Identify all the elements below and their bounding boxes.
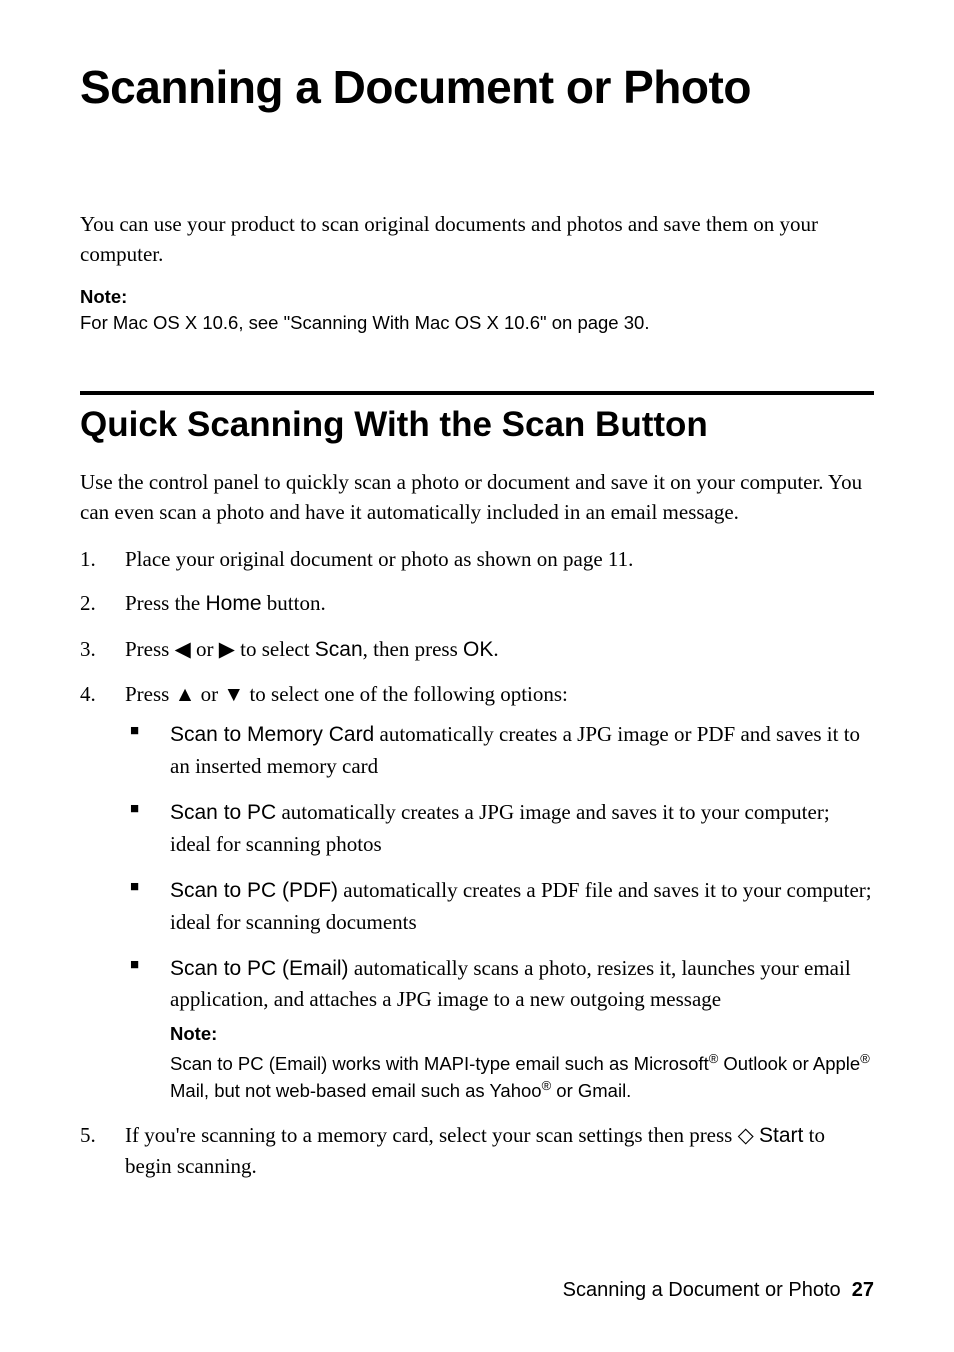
step-3: Press ◀ or ▶ to select Scan, then press … (80, 634, 874, 665)
right-arrow-icon: ▶ (219, 637, 235, 661)
step-1-text: Place your original document or photo as… (125, 547, 633, 571)
steps-list: Place your original document or photo as… (80, 544, 874, 1182)
step-5-a: If you're scanning to a memory card, sel… (125, 1123, 738, 1147)
step-3-c: to select (235, 637, 315, 661)
section-rule (80, 391, 874, 395)
option-scan-to-pc: Scan to PC automatically creates a JPG i… (125, 797, 874, 859)
reg-3: ® (542, 1078, 552, 1093)
step-4-b: or (195, 682, 223, 706)
note2-t3: Mail, but not web-based email such as Ya… (170, 1080, 542, 1101)
left-arrow-icon: ◀ (175, 637, 191, 661)
note-text: For Mac OS X 10.6, see "Scanning With Ma… (80, 310, 874, 336)
document-page: Scanning a Document or Photo You can use… (0, 0, 954, 1236)
home-button-label: Home (206, 592, 262, 615)
note2-t4: or Gmail. (551, 1080, 631, 1101)
option-1-name: Scan to Memory Card (170, 723, 374, 746)
page-title: Scanning a Document or Photo (80, 60, 874, 114)
option-memory-card: Scan to Memory Card automatically create… (125, 719, 874, 781)
option-scan-to-pc-pdf: Scan to PC (PDF) automatically creates a… (125, 875, 874, 937)
step-4: Press ▲ or ▼ to select one of the follow… (80, 679, 874, 1104)
section-title: Quick Scanning With the Scan Button (80, 405, 874, 445)
option-3-name: Scan to PC (PDF) (170, 879, 338, 902)
page-number: 27 (852, 1279, 874, 1301)
option-4-name: Scan to PC (Email) (170, 957, 349, 980)
note2-t2: Outlook or Apple (718, 1053, 860, 1074)
step-3-e: . (493, 637, 498, 661)
step-5: If you're scanning to a memory card, sel… (80, 1120, 874, 1182)
nested-note-text: Scan to PC (Email) works with MAPI-type … (170, 1050, 874, 1104)
step-2-a: Press the (125, 591, 206, 615)
nested-note-label: Note: (170, 1021, 874, 1048)
step-3-b: or (191, 637, 219, 661)
diamond-icon: ◇ (738, 1124, 754, 1147)
step-4-c: to select one of the following options: (244, 682, 568, 706)
step-3-a: Press (125, 637, 175, 661)
option-2-name: Scan to PC (170, 801, 276, 824)
nested-note: Note: Scan to PC (Email) works with MAPI… (170, 1021, 874, 1104)
up-arrow-icon: ▲ (175, 682, 196, 706)
page-footer: Scanning a Document or Photo 27 (563, 1279, 874, 1302)
options-list: Scan to Memory Card automatically create… (125, 719, 874, 1103)
step-2: Press the Home button. (80, 588, 874, 619)
note-label: Note: (80, 286, 874, 308)
reg-1: ® (709, 1051, 719, 1066)
note2-t1: Scan to PC (Email) works with MAPI-type … (170, 1053, 709, 1074)
step-4-a: Press (125, 682, 175, 706)
ok-label: OK (463, 638, 493, 661)
intro-paragraph: You can use your product to scan origina… (80, 209, 874, 270)
scan-label: Scan (315, 638, 363, 661)
down-arrow-icon: ▼ (223, 682, 244, 706)
start-label: Start (759, 1124, 803, 1147)
section-intro: Use the control panel to quickly scan a … (80, 467, 874, 528)
reg-2: ® (860, 1051, 870, 1066)
step-1: Place your original document or photo as… (80, 544, 874, 574)
step-2-c: button. (262, 591, 326, 615)
step-3-d: , then press (363, 637, 463, 661)
option-scan-to-pc-email: Scan to PC (Email) automatically scans a… (125, 953, 874, 1104)
footer-title: Scanning a Document or Photo (563, 1279, 841, 1301)
